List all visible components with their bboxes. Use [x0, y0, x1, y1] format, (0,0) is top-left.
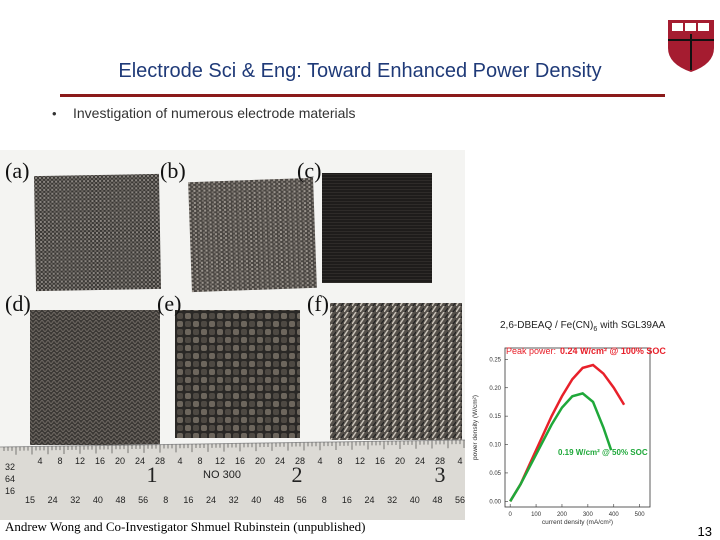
inset-title: 2,6-DBEAQ / Fe(CN)6 with SGL39AA: [500, 320, 666, 333]
ruler-inch: 3: [435, 462, 446, 487]
page-number: 13: [698, 524, 712, 539]
inset-title-part: 0.24 W/cm² @ 100% SOC: [560, 346, 666, 356]
inset-title-part: with SGL39AA: [599, 320, 665, 331]
ruler-number: 32: [387, 495, 397, 505]
y-tick-label: 0.20: [489, 386, 501, 392]
ruler-number: 32: [70, 495, 80, 505]
ruler-number: 20: [115, 456, 125, 466]
panel-labels: (a) (b) (c) (d) (e) (f): [5, 158, 329, 316]
photo: [0, 150, 466, 520]
inset-title-part: 6: [593, 326, 597, 333]
credit: Andrew Wong and Co-Investigator Shmuel R…: [5, 519, 366, 534]
ruler-number: 12: [355, 456, 365, 466]
bullet-marker: •: [52, 106, 57, 121]
plot-frame: [504, 347, 651, 508]
x-tick-label: 0: [509, 512, 513, 518]
ruler-number: 28: [435, 456, 445, 466]
panel-label: (f): [307, 291, 329, 316]
ruler-number: 8: [197, 456, 202, 466]
ruler-number: 24: [364, 495, 374, 505]
annotation: Peak power: 0.24 W/cm² @ 100% SOC: [506, 346, 666, 356]
ruler-number: 16: [5, 486, 15, 496]
ruler-number: 8: [322, 495, 327, 505]
panel-label: (c): [297, 158, 321, 183]
y-tick-label: 0.05: [489, 471, 501, 477]
ruler-number: 16: [342, 495, 352, 505]
bullet-text: Investigation of numerous electrode mate…: [73, 105, 355, 121]
ruler-number: 16: [375, 456, 385, 466]
ruler-number: 20: [255, 456, 265, 466]
ruler-number: 16: [183, 495, 193, 505]
crest: [668, 20, 714, 72]
ruler-number: 24: [275, 456, 285, 466]
panel-label: (b): [160, 158, 186, 183]
x-tick-label: 200: [557, 512, 568, 518]
ruler-number: 16: [235, 456, 245, 466]
ruler-number: 28: [295, 456, 305, 466]
inset-chart: 2,6-DBEAQ / Fe(CN)6 with SGL39AA 0.00 0.05 0…: [472, 320, 666, 526]
ruler-number: 20: [395, 456, 405, 466]
ruler-number: 32: [5, 462, 15, 472]
ruler-inch: 2: [292, 462, 303, 487]
ruler-number: 56: [297, 495, 307, 505]
ruler-number: 56: [455, 495, 465, 505]
ruler-number: 24: [206, 495, 216, 505]
ruler-brand: NO 300: [203, 469, 241, 481]
y-axis-label: power density (W/cm²): [472, 395, 479, 460]
ruler-number: 15: [25, 495, 35, 505]
ruler-number: 56: [138, 495, 148, 505]
ruler-number: 12: [75, 456, 85, 466]
y-tick-label: 0.25: [489, 357, 501, 363]
ruler-number: 4: [177, 456, 182, 466]
y-tick-label: 0.00: [489, 499, 501, 505]
ruler-number: 32: [229, 495, 239, 505]
y-tick-label: 0.10: [489, 443, 501, 449]
x-tick-label: 100: [531, 512, 542, 518]
x-tick-label: 400: [609, 512, 620, 518]
panel-label: (d): [5, 291, 31, 316]
y-tick-label: 0.15: [489, 414, 501, 420]
ruler: 4 8 12 16 20 24 28 4 8 12 16 20 24 28 4 8 12 16 20 24 28 415 2…: [3, 440, 465, 505]
ruler-number: 40: [251, 495, 261, 505]
ruler-number: 8: [163, 495, 168, 505]
ruler-number: 4: [317, 456, 322, 466]
ruler-number: 48: [274, 495, 284, 505]
panel-label: (a): [5, 158, 29, 183]
ruler-number: 16: [95, 456, 105, 466]
x-tick-label: 500: [635, 512, 646, 518]
ruler-number: 4: [457, 456, 462, 466]
title-rule: [60, 94, 665, 97]
ruler-number: 48: [432, 495, 442, 505]
inset-title-part: 2,6-DBEAQ / Fe(CN): [500, 320, 593, 331]
ruler-number: 12: [215, 456, 225, 466]
ruler-number: 24: [135, 456, 145, 466]
panel-label: (e): [157, 291, 181, 316]
ruler-number: 48: [116, 495, 126, 505]
ruler-number: 40: [410, 495, 420, 505]
ruler-number: 64: [5, 474, 15, 484]
ruler-number: 24: [415, 456, 425, 466]
slide-title: Electrode Sci & Eng: Toward Enhanced Pow…: [118, 60, 601, 82]
ruler-number: 24: [48, 495, 58, 505]
series-line: [509, 392, 613, 502]
x-axis-label: current density (mA/cm²): [542, 519, 613, 526]
ruler-inch: 1: [147, 462, 158, 487]
ruler-number: 8: [337, 456, 342, 466]
annotation: 0.19 W/cm² @ 50% SOC: [558, 448, 648, 457]
x-tick-label: 300: [583, 512, 594, 518]
ruler-number: 4: [37, 456, 42, 466]
ruler-number: 40: [93, 495, 103, 505]
inset-title-part: Peak power:: [506, 346, 556, 356]
inset-background: [465, 318, 720, 525]
ruler-number: 8: [57, 456, 62, 466]
ruler-number: 28: [155, 456, 165, 466]
